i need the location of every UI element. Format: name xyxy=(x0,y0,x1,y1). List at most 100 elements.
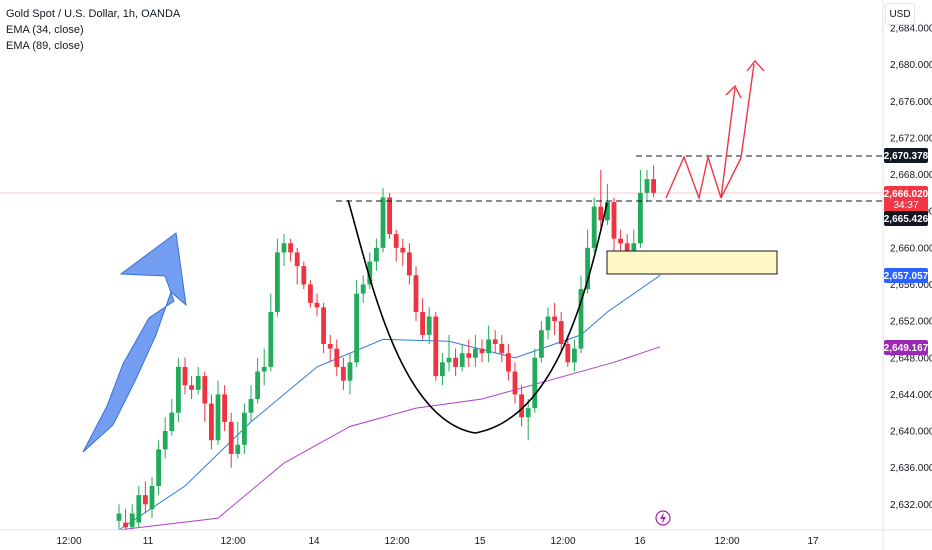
ema89-price-label: 2,649.167 xyxy=(884,340,929,355)
candle xyxy=(255,357,260,404)
candle xyxy=(308,279,313,308)
lightning-event-icon[interactable] xyxy=(655,510,671,526)
price-tick-label: 2,676.000 xyxy=(890,97,932,108)
candle xyxy=(400,238,406,267)
candle xyxy=(459,344,465,372)
candle xyxy=(499,334,505,363)
time-tick-label: 12:00 xyxy=(714,536,739,547)
candle xyxy=(565,334,571,367)
candle xyxy=(611,197,617,257)
candle xyxy=(268,293,274,372)
candle xyxy=(572,339,577,372)
candle xyxy=(367,252,373,290)
candle xyxy=(545,307,551,340)
candle xyxy=(176,357,181,422)
candle xyxy=(301,261,307,290)
ema34-line xyxy=(118,274,661,531)
candle xyxy=(347,353,353,395)
level-bottom-label-text: 2,665.426 xyxy=(884,214,929,225)
candle xyxy=(248,385,254,422)
candle xyxy=(380,188,386,253)
ema-lines xyxy=(118,274,661,531)
candle xyxy=(453,348,458,377)
candle xyxy=(420,298,425,340)
ema34-legend[interactable]: EMA (34, close) xyxy=(6,24,84,36)
price-tick-label: 2,684.000 xyxy=(890,24,932,35)
candle xyxy=(360,275,366,303)
candle xyxy=(393,229,399,262)
candle xyxy=(558,311,564,354)
level-bottom-label: 2,665.426 xyxy=(884,211,929,226)
level-top-label-text: 2,670.378 xyxy=(884,151,929,162)
candle xyxy=(215,380,221,445)
time-tick-label: 12:00 xyxy=(550,536,575,547)
candle xyxy=(288,238,293,262)
time-axis[interactable]: 12:00 11 12:00 14 12:00 15 12:00 16 12:00 17 xyxy=(56,536,819,547)
time-tick-label: 12:00 xyxy=(220,536,245,547)
ema89-legend[interactable]: EMA (89, close) xyxy=(6,40,84,52)
candle xyxy=(578,275,584,354)
candle xyxy=(426,307,432,345)
bullish-trend-arrow-icon xyxy=(82,232,187,453)
bar-countdown-text: 34:37 xyxy=(893,200,918,211)
candle xyxy=(116,504,122,530)
candle xyxy=(261,348,267,386)
candle xyxy=(341,357,346,390)
ema89-price-text: 2,649.167 xyxy=(884,343,929,354)
drawings xyxy=(0,59,883,453)
current-price-text: 2,666.020 xyxy=(884,189,929,200)
candle xyxy=(321,302,326,354)
candle xyxy=(169,398,175,436)
candle xyxy=(195,366,201,395)
candle xyxy=(519,385,524,427)
price-tick-label: 2,632.000 xyxy=(890,500,932,511)
candle xyxy=(275,238,280,317)
candle xyxy=(413,266,419,322)
time-tick-label: 12:00 xyxy=(56,536,81,547)
time-tick-label: 14 xyxy=(308,536,320,547)
candle xyxy=(162,417,168,459)
candle xyxy=(486,325,491,363)
candle xyxy=(585,229,590,294)
symbol-title[interactable]: Gold Spot / U.S. Dollar, 1h, OANDA xyxy=(6,8,181,20)
price-tick-label: 2,648.000 xyxy=(890,353,932,364)
candle xyxy=(182,357,188,395)
candle xyxy=(512,362,518,404)
candle xyxy=(222,385,227,432)
chart-legend: Gold Spot / U.S. Dollar, 1h, OANDA EMA (… xyxy=(6,6,180,54)
candle xyxy=(242,403,247,454)
candle xyxy=(209,394,214,450)
candle xyxy=(644,169,650,203)
candle xyxy=(539,321,544,363)
currency-button[interactable]: USD xyxy=(885,3,915,25)
candle xyxy=(638,169,643,248)
demand-zone-box xyxy=(606,250,778,275)
candle xyxy=(532,348,538,413)
time-tick-label: 17 xyxy=(807,536,819,547)
candle xyxy=(235,421,241,459)
candle xyxy=(446,334,452,372)
candle xyxy=(281,234,287,267)
candle xyxy=(123,508,128,530)
candle xyxy=(433,311,439,381)
price-tick-label: 2,660.000 xyxy=(890,243,932,254)
candle xyxy=(136,486,142,528)
price-tick-label: 2,672.000 xyxy=(890,133,932,144)
candle xyxy=(506,344,511,381)
time-tick-label: 15 xyxy=(474,536,486,547)
time-tick-label: 11 xyxy=(143,536,154,547)
price-tick-label: 2,636.000 xyxy=(890,463,932,474)
candle xyxy=(294,247,300,285)
price-labels: 2,670.378 2,666.020 34:37 2,665.426 2,65… xyxy=(884,148,929,355)
candle xyxy=(479,339,485,363)
candle xyxy=(598,169,604,230)
projection-arrowhead-1-icon xyxy=(725,84,742,99)
current-price-label: 2,666.020 34:37 xyxy=(884,186,929,212)
candle xyxy=(466,339,472,367)
price-tick-label: 2,680.000 xyxy=(890,60,932,71)
candle xyxy=(327,334,333,363)
projection-arrowhead-2-icon xyxy=(746,59,765,72)
candle xyxy=(129,504,135,530)
candle xyxy=(334,339,340,377)
